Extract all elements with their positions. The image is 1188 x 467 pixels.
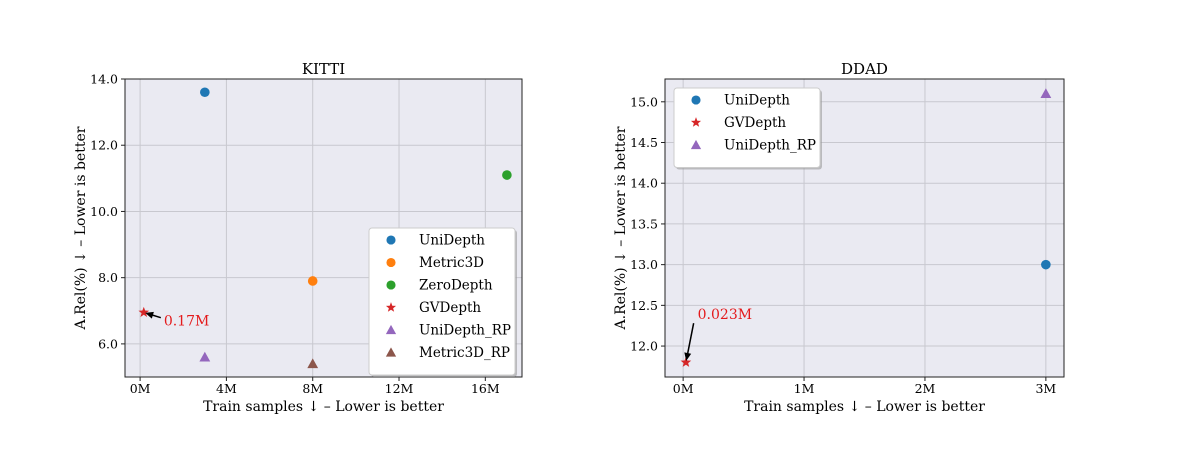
legend-marker-unidepth bbox=[691, 95, 701, 105]
y-tick-label: 15.0 bbox=[630, 94, 658, 109]
x-tick-label: 0M bbox=[673, 381, 694, 396]
plot-frame bbox=[664, 78, 1065, 378]
legend-marker-gvdepth bbox=[385, 302, 397, 312]
data-point-unidepth-rp bbox=[199, 351, 211, 362]
plot-frame bbox=[124, 78, 523, 378]
x-tick-label: 4M bbox=[216, 381, 237, 396]
data-point-gvdepth bbox=[680, 356, 692, 367]
y-tick-label: 14.0 bbox=[90, 72, 118, 87]
chart-title: DDAD bbox=[841, 60, 888, 78]
x-tick-label: 16M bbox=[471, 381, 500, 396]
legend-marker-metric3d bbox=[386, 257, 396, 268]
x-axis-label: Train samples ↓ – Lower is better bbox=[203, 399, 444, 415]
data-point-gvdepth bbox=[138, 306, 150, 317]
data-point-zerodepth bbox=[502, 170, 512, 180]
annotation-label: 0.023M bbox=[698, 307, 752, 323]
annotation-arrow-shaft bbox=[686, 323, 695, 358]
data-point-unidepth bbox=[200, 87, 210, 98]
y-tick-label: 8.0 bbox=[98, 270, 118, 285]
x-tick-label: 1M bbox=[794, 381, 815, 396]
x-tick-label: 2M bbox=[915, 381, 936, 396]
legend-label-unidepth-rp: UniDepth_RP bbox=[724, 138, 816, 154]
legend-label-gvdepth: GVDepth bbox=[419, 300, 481, 316]
legend-label-unidepth: UniDepth bbox=[419, 233, 485, 249]
data-point-unidepth-rp bbox=[1040, 88, 1052, 98]
data-points bbox=[680, 88, 1052, 367]
kitti-chart: 0M 4M 8M 12M 16M 6.0 8.0 10.0 12.0 14.0 KITTI Train… bbox=[73, 60, 523, 415]
legend-label-metric3d: Metric3D bbox=[419, 255, 484, 271]
legend-marker-zerodepth bbox=[386, 280, 396, 290]
annotation-arrow-head bbox=[684, 352, 692, 361]
legend-box bbox=[368, 227, 516, 376]
y-axis-label: A.Rel(%) ↓ – Lower is better bbox=[73, 126, 89, 330]
legend-marker-unidepth-rp bbox=[690, 139, 702, 150]
ddad-chart: 0M 1M 2M 3M 12.0 12.5 13.0 13.5 14.0 14.5 15.0 DDAD… bbox=[613, 60, 1065, 415]
y-tick-label: 13.0 bbox=[630, 257, 658, 272]
legend-label-gvdepth: GVDepth bbox=[724, 115, 786, 131]
data-point-unidepth bbox=[1041, 259, 1051, 270]
legend-marker-unidepth-rp bbox=[385, 324, 397, 335]
y-tick-label: 12.0 bbox=[90, 138, 118, 153]
x-tick-label: 0M bbox=[130, 381, 151, 396]
legend: UniDepth GVDepth UniDepth_RP bbox=[673, 87, 822, 170]
legend-marker-metric3d-rp bbox=[385, 347, 397, 357]
y-axis-label: A.Rel(%) ↓ – Lower is better bbox=[613, 126, 629, 330]
data-point-metric3d-rp bbox=[307, 358, 319, 369]
y-tick-label: 13.5 bbox=[630, 216, 658, 231]
legend-label-unidepth-rp: UniDepth_RP bbox=[419, 323, 511, 339]
y-tick-label: 12.0 bbox=[630, 339, 658, 354]
x-tick-label: 12M bbox=[385, 381, 414, 396]
chart-title: KITTI bbox=[302, 60, 345, 78]
annotation-arrow-head bbox=[145, 311, 154, 319]
legend-marker-unidepth bbox=[386, 235, 396, 245]
legend-label-metric3d-rp: Metric3D_RP bbox=[419, 345, 510, 361]
y-tick-label: 14.5 bbox=[630, 135, 658, 150]
x-tick-label: 3M bbox=[1035, 381, 1056, 396]
legend-label-unidepth: UniDepth bbox=[724, 93, 790, 109]
y-tick-label: 12.5 bbox=[630, 298, 658, 313]
data-point-metric3d bbox=[307, 276, 318, 286]
annotation-label: 0.17M bbox=[164, 314, 210, 330]
legend-label-zerodepth: ZeroDepth bbox=[419, 278, 493, 294]
legend: UniDepth Metric3D ZeroDepth GVDepth UniDepth… bbox=[368, 227, 517, 377]
y-tick-label: 14.0 bbox=[630, 176, 658, 191]
legend-marker-gvdepth bbox=[690, 117, 702, 127]
y-tick-label: 6.0 bbox=[98, 336, 118, 351]
legend-box bbox=[673, 87, 821, 168]
x-axis-label: Train samples ↓ – Lower is better bbox=[744, 399, 985, 415]
y-tick-label: 10.0 bbox=[90, 204, 118, 219]
data-points bbox=[138, 87, 512, 369]
x-tick-label: 8M bbox=[302, 381, 323, 396]
